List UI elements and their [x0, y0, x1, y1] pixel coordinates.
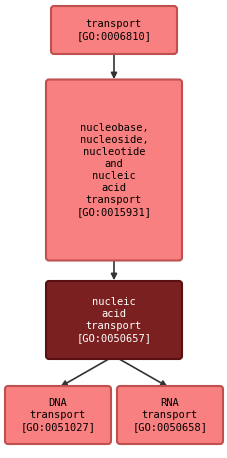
- FancyBboxPatch shape: [46, 281, 181, 359]
- FancyBboxPatch shape: [116, 386, 222, 444]
- Text: DNA
transport
[GO:0051027]: DNA transport [GO:0051027]: [20, 398, 95, 432]
- FancyBboxPatch shape: [5, 386, 111, 444]
- Text: RNA
transport
[GO:0050658]: RNA transport [GO:0050658]: [132, 398, 207, 432]
- FancyBboxPatch shape: [51, 6, 176, 54]
- FancyBboxPatch shape: [46, 80, 181, 261]
- Text: transport
[GO:0006810]: transport [GO:0006810]: [76, 19, 151, 41]
- Text: nucleic
acid
transport
[GO:0050657]: nucleic acid transport [GO:0050657]: [76, 297, 151, 343]
- Text: nucleobase,
nucleoside,
nucleotide
and
nucleic
acid
transport
[GO:0015931]: nucleobase, nucleoside, nucleotide and n…: [76, 123, 151, 217]
